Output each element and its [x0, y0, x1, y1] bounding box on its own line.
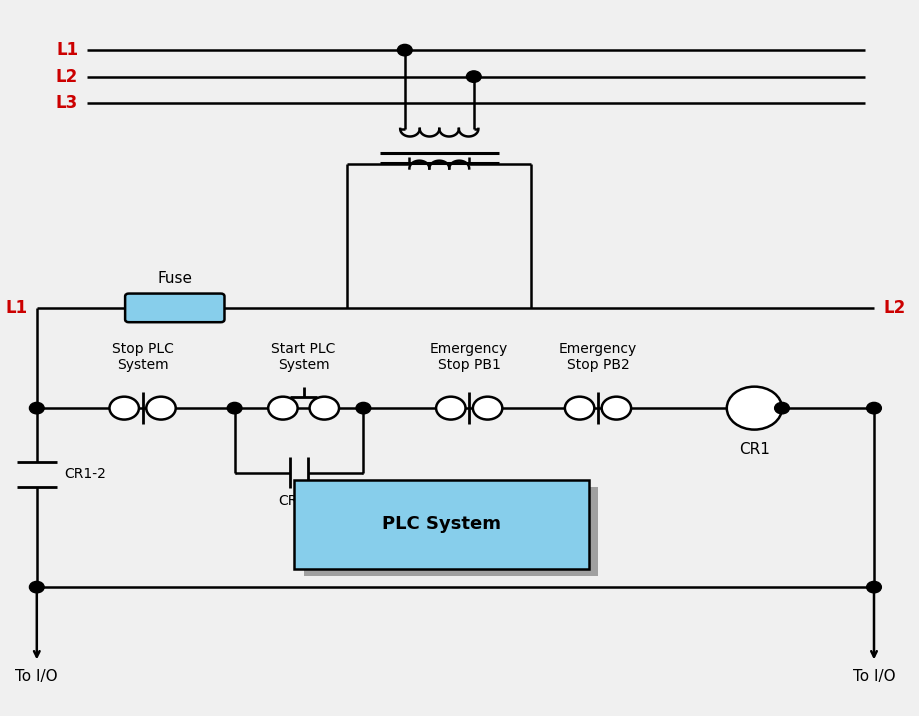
Circle shape	[109, 397, 139, 420]
Text: To I/O: To I/O	[16, 669, 58, 684]
Circle shape	[146, 397, 176, 420]
Text: Fuse: Fuse	[157, 271, 192, 286]
Text: L1: L1	[6, 299, 28, 317]
Text: CR1-2: CR1-2	[64, 468, 107, 481]
Circle shape	[268, 397, 298, 420]
Circle shape	[866, 581, 880, 593]
Circle shape	[774, 402, 789, 414]
Circle shape	[726, 387, 781, 430]
Circle shape	[472, 397, 502, 420]
Circle shape	[601, 397, 630, 420]
Text: L3: L3	[56, 94, 78, 112]
FancyBboxPatch shape	[294, 480, 588, 569]
Text: Start PLC
System: Start PLC System	[271, 342, 335, 372]
Circle shape	[356, 402, 370, 414]
Text: Emergency
Stop PB1: Emergency Stop PB1	[429, 342, 508, 372]
FancyBboxPatch shape	[303, 487, 597, 576]
Text: CR1: CR1	[738, 442, 769, 458]
Circle shape	[29, 581, 44, 593]
Text: CR1-1: CR1-1	[278, 494, 320, 508]
Text: Stop PLC
System: Stop PLC System	[111, 342, 174, 372]
Circle shape	[29, 402, 44, 414]
Circle shape	[866, 402, 880, 414]
Text: L2: L2	[56, 67, 78, 86]
Text: PLC System: PLC System	[381, 516, 501, 533]
Text: Emergency
Stop PB2: Emergency Stop PB2	[558, 342, 637, 372]
Circle shape	[564, 397, 594, 420]
Text: L1: L1	[56, 41, 78, 59]
Circle shape	[466, 71, 481, 82]
Circle shape	[310, 397, 339, 420]
FancyBboxPatch shape	[125, 294, 224, 322]
Text: To I/O: To I/O	[852, 669, 894, 684]
Text: L2: L2	[882, 299, 904, 317]
Circle shape	[397, 44, 412, 56]
Circle shape	[436, 397, 465, 420]
Circle shape	[227, 402, 242, 414]
